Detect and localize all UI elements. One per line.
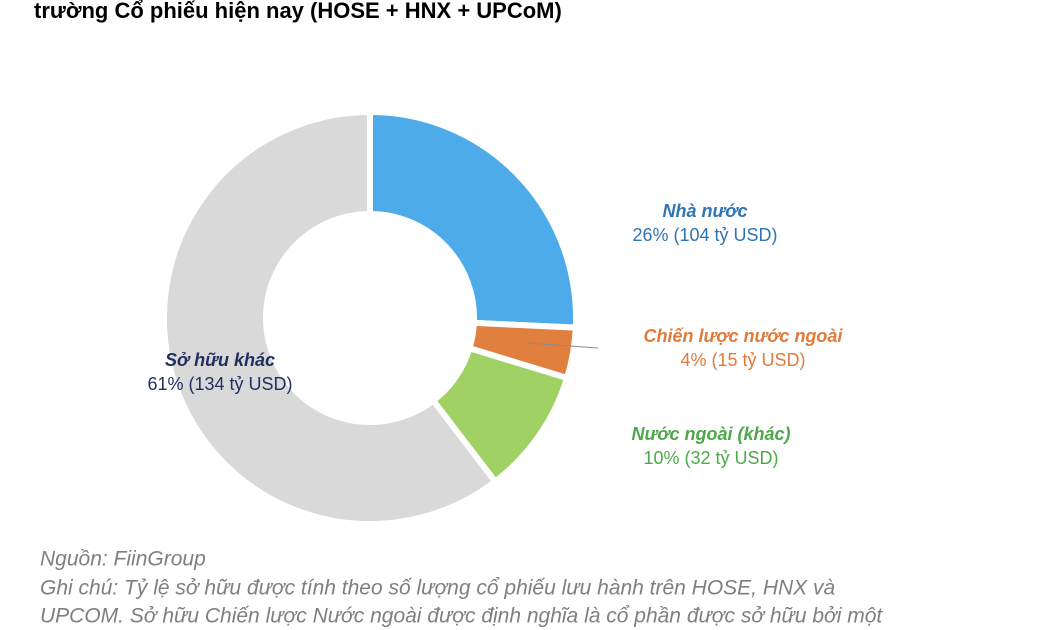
value-label: 26% (104 tỷ USD) [632, 225, 777, 245]
note-line: Ghi chú: Tỷ lệ sở hữu được tính theo số … [40, 577, 836, 600]
donut-segment [161, 108, 500, 527]
value-label: 4% (15 tỷ USD) [680, 350, 805, 370]
chart-title: trường Cổ phiếu hiện nay (HOSE + HNX + U… [34, 0, 562, 23]
value-label: 61% (134 tỷ USD) [147, 374, 292, 394]
note-line: UPCOM. Sở hữu Chiến lược Nước ngoài được… [40, 605, 883, 628]
leader-line [527, 342, 599, 349]
category-label: Nước ngoài (khác) [632, 424, 791, 444]
donut-segment [367, 108, 579, 331]
source: Nguồn: FiinGroup [40, 548, 206, 571]
category-label: Nhà nước [663, 201, 748, 221]
category-label: Chiến lược nước ngoài [644, 326, 844, 346]
category-label: Sở hữu khác [165, 350, 275, 370]
value-label: 10% (32 tỷ USD) [643, 448, 778, 468]
